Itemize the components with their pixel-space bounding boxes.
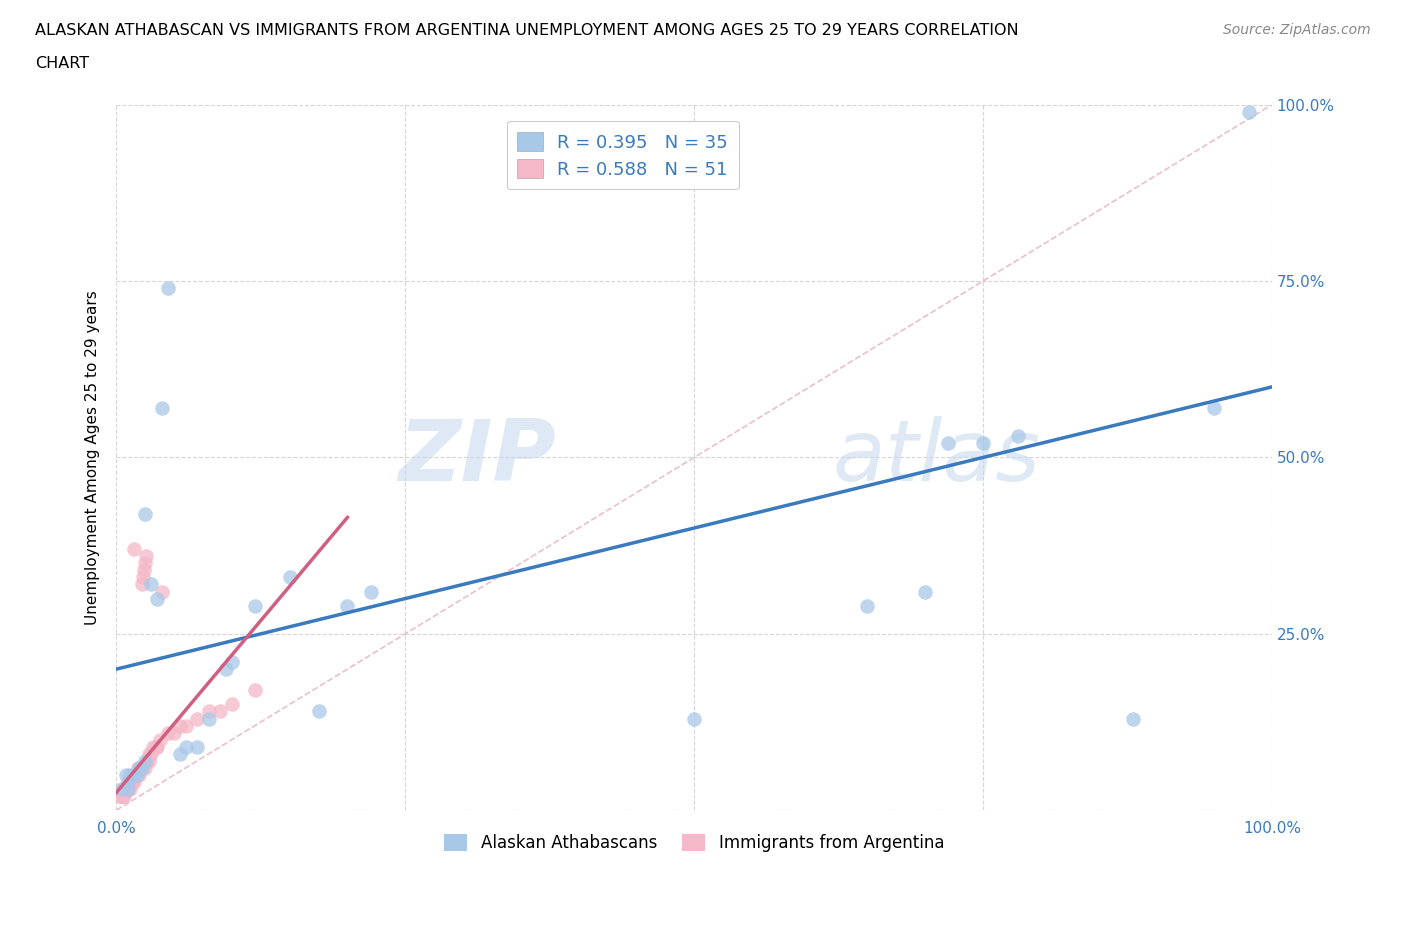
Text: Source: ZipAtlas.com: Source: ZipAtlas.com	[1223, 23, 1371, 37]
Point	[124, 767, 146, 782]
Point	[122, 775, 145, 790]
Point	[1122, 711, 1144, 726]
Point	[157, 281, 180, 296]
Point	[149, 732, 172, 747]
Point	[111, 789, 134, 804]
Point	[169, 718, 191, 733]
Point	[135, 549, 157, 564]
Point	[308, 704, 330, 719]
Point	[125, 767, 148, 782]
Point	[209, 704, 232, 719]
Point	[972, 436, 994, 451]
Point	[125, 767, 148, 782]
Point	[186, 711, 208, 726]
Point	[1237, 104, 1260, 119]
Point	[128, 761, 150, 776]
Point	[336, 598, 359, 613]
Point	[125, 767, 148, 782]
Text: ZIP: ZIP	[398, 416, 555, 499]
Y-axis label: Unemployment Among Ages 25 to 29 years: Unemployment Among Ages 25 to 29 years	[86, 290, 100, 625]
Point	[221, 697, 243, 711]
Point	[936, 436, 959, 451]
Point	[108, 789, 131, 804]
Point	[117, 775, 139, 790]
Point	[128, 767, 150, 782]
Point	[111, 781, 134, 796]
Point	[215, 662, 238, 677]
Point	[120, 781, 142, 796]
Point	[118, 775, 141, 790]
Point	[134, 761, 156, 776]
Point	[138, 753, 160, 768]
Point	[145, 591, 167, 606]
Point	[174, 718, 197, 733]
Point	[138, 747, 160, 762]
Point	[1204, 401, 1226, 416]
Point	[134, 507, 156, 522]
Point	[142, 739, 165, 754]
Point	[111, 781, 134, 796]
Point	[169, 747, 191, 762]
Point	[221, 655, 243, 670]
Point	[107, 789, 129, 804]
Point	[122, 767, 145, 782]
Point	[112, 789, 135, 804]
Point	[128, 761, 150, 776]
Point	[197, 704, 219, 719]
Point	[132, 570, 155, 585]
Point	[145, 739, 167, 754]
Point	[174, 739, 197, 754]
Point	[122, 542, 145, 557]
Point	[115, 781, 138, 796]
Point	[139, 577, 162, 591]
Point	[152, 401, 174, 416]
Point	[360, 584, 382, 599]
Point	[114, 781, 136, 796]
Text: ALASKAN ATHABASCAN VS IMMIGRANTS FROM ARGENTINA UNEMPLOYMENT AMONG AGES 25 TO 29: ALASKAN ATHABASCAN VS IMMIGRANTS FROM AR…	[35, 23, 1019, 38]
Point	[112, 781, 135, 796]
Point	[152, 584, 174, 599]
Point	[139, 747, 162, 762]
Point	[145, 739, 167, 754]
Point	[117, 781, 139, 796]
Point	[120, 775, 142, 790]
Point	[243, 683, 266, 698]
Point	[136, 753, 159, 768]
Point	[120, 775, 142, 790]
Point	[132, 563, 155, 578]
Point	[117, 775, 139, 790]
Legend: Alaskan Athabascans, Immigrants from Argentina: Alaskan Athabascans, Immigrants from Arg…	[437, 827, 950, 858]
Point	[121, 775, 143, 790]
Point	[134, 753, 156, 768]
Point	[856, 598, 879, 613]
Text: atlas: atlas	[832, 416, 1040, 499]
Point	[243, 598, 266, 613]
Point	[114, 767, 136, 782]
Point	[127, 761, 149, 776]
Point	[117, 781, 139, 796]
Point	[134, 556, 156, 571]
Point	[131, 761, 153, 776]
Point	[1007, 429, 1029, 444]
Point	[112, 789, 135, 804]
Point	[129, 761, 152, 776]
Point	[110, 789, 132, 804]
Text: CHART: CHART	[35, 56, 89, 71]
Point	[157, 725, 180, 740]
Point	[683, 711, 706, 726]
Point	[186, 739, 208, 754]
Point	[914, 584, 936, 599]
Point	[120, 767, 142, 782]
Point	[122, 767, 145, 782]
Point	[163, 725, 186, 740]
Point	[131, 577, 153, 591]
Point	[197, 711, 219, 726]
Point	[278, 570, 301, 585]
